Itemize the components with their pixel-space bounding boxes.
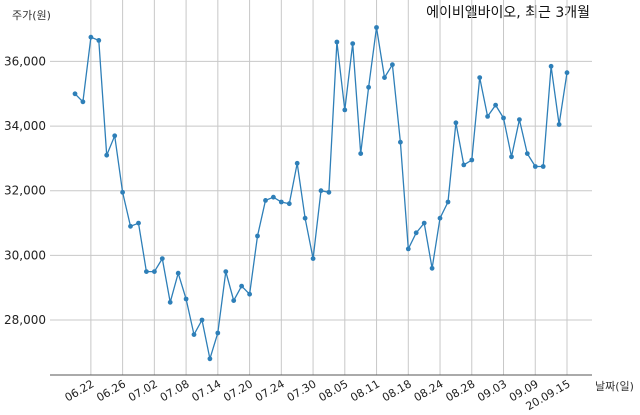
data-point bbox=[532, 164, 538, 169]
data-point bbox=[294, 160, 300, 166]
series-line bbox=[74, 27, 568, 359]
data-point bbox=[548, 63, 554, 69]
data-point bbox=[72, 91, 78, 97]
data-point bbox=[263, 198, 268, 203]
x-tick-label: 07.30 bbox=[285, 377, 319, 404]
data-point bbox=[136, 220, 141, 226]
data-point bbox=[255, 233, 260, 239]
data-point bbox=[398, 139, 403, 145]
data-point bbox=[350, 41, 356, 46]
data-point bbox=[223, 269, 229, 274]
x-tick-label: 06.26 bbox=[94, 377, 128, 404]
data-point bbox=[564, 70, 570, 76]
y-tick-label: 30,000 bbox=[4, 248, 46, 262]
data-point bbox=[477, 75, 483, 80]
y-tick-label: 34,000 bbox=[4, 119, 46, 133]
x-tick-label: 07.14 bbox=[190, 377, 224, 404]
data-point bbox=[556, 122, 562, 127]
x-tick-label: 08.28 bbox=[443, 377, 477, 404]
data-point bbox=[159, 256, 165, 261]
data-point bbox=[278, 199, 284, 205]
chart-title: 에이비엘바이오, 최근 3개월 bbox=[426, 5, 590, 21]
data-point bbox=[88, 34, 94, 40]
data-point bbox=[215, 330, 221, 336]
data-point bbox=[485, 114, 490, 119]
x-tick-label: 09.03 bbox=[475, 377, 509, 404]
data-point bbox=[302, 215, 308, 221]
data-point bbox=[390, 62, 395, 68]
data-point bbox=[429, 265, 435, 271]
x-tick-label: 08.18 bbox=[380, 377, 414, 404]
data-point bbox=[342, 107, 348, 113]
data-point bbox=[183, 296, 189, 302]
data-point bbox=[80, 99, 86, 105]
data-point bbox=[421, 220, 427, 226]
x-tick-label: 08.24 bbox=[412, 377, 446, 404]
x-tick-label: 08.11 bbox=[348, 377, 382, 404]
data-point bbox=[382, 75, 387, 80]
data-point bbox=[96, 38, 102, 43]
data-point bbox=[310, 256, 316, 261]
data-point bbox=[199, 317, 205, 323]
x-tick-label: 07.24 bbox=[253, 377, 287, 404]
data-point bbox=[128, 223, 133, 229]
data-point bbox=[509, 154, 514, 160]
data-point bbox=[104, 152, 110, 158]
data-point bbox=[318, 188, 324, 194]
data-point bbox=[445, 199, 451, 205]
y-tick-labels: 28,000 30,000 32,000 34,000 36,000 bbox=[4, 54, 46, 327]
data-point bbox=[152, 269, 157, 274]
data-point bbox=[413, 230, 419, 236]
data-point bbox=[540, 164, 546, 169]
y-axis-label: 주가(원) bbox=[12, 9, 51, 22]
data-point bbox=[374, 25, 379, 30]
data-point bbox=[207, 356, 213, 362]
x-tick-label: 07.20 bbox=[221, 377, 255, 404]
data-point bbox=[453, 120, 459, 126]
x-tick-labels: 06.2206.2607.0207.0807.1407.2007.2407.30… bbox=[63, 377, 573, 413]
grid-lines bbox=[50, 0, 592, 375]
data-point bbox=[144, 269, 149, 274]
data-point bbox=[517, 117, 522, 122]
data-point bbox=[112, 133, 118, 139]
x-tick-label: 06.22 bbox=[63, 377, 97, 404]
x-tick-label: 08.05 bbox=[317, 377, 351, 404]
data-point bbox=[524, 151, 530, 157]
data-point bbox=[271, 194, 276, 200]
data-point bbox=[493, 102, 498, 108]
data-point bbox=[120, 189, 125, 195]
data-point bbox=[326, 189, 332, 195]
y-tick-label: 36,000 bbox=[4, 54, 46, 68]
price-series bbox=[72, 25, 570, 362]
data-point bbox=[461, 162, 467, 168]
x-tick-label: 07.02 bbox=[126, 377, 160, 404]
data-point bbox=[231, 298, 237, 303]
data-point bbox=[239, 283, 245, 289]
y-tick-label: 32,000 bbox=[4, 184, 46, 198]
data-point bbox=[286, 201, 292, 207]
x-tick-label: 07.08 bbox=[158, 377, 192, 404]
data-point bbox=[175, 270, 181, 276]
data-point bbox=[501, 115, 506, 121]
y-tick-label: 28,000 bbox=[4, 313, 46, 327]
x-axis-label: 날짜(일) bbox=[595, 379, 634, 393]
data-point bbox=[167, 299, 173, 305]
data-point bbox=[247, 291, 253, 297]
data-point bbox=[405, 246, 411, 252]
data-point bbox=[191, 332, 197, 337]
data-point bbox=[469, 157, 475, 163]
data-point bbox=[334, 39, 340, 45]
data-point bbox=[437, 215, 443, 221]
data-point bbox=[358, 151, 364, 157]
data-point bbox=[366, 84, 371, 90]
